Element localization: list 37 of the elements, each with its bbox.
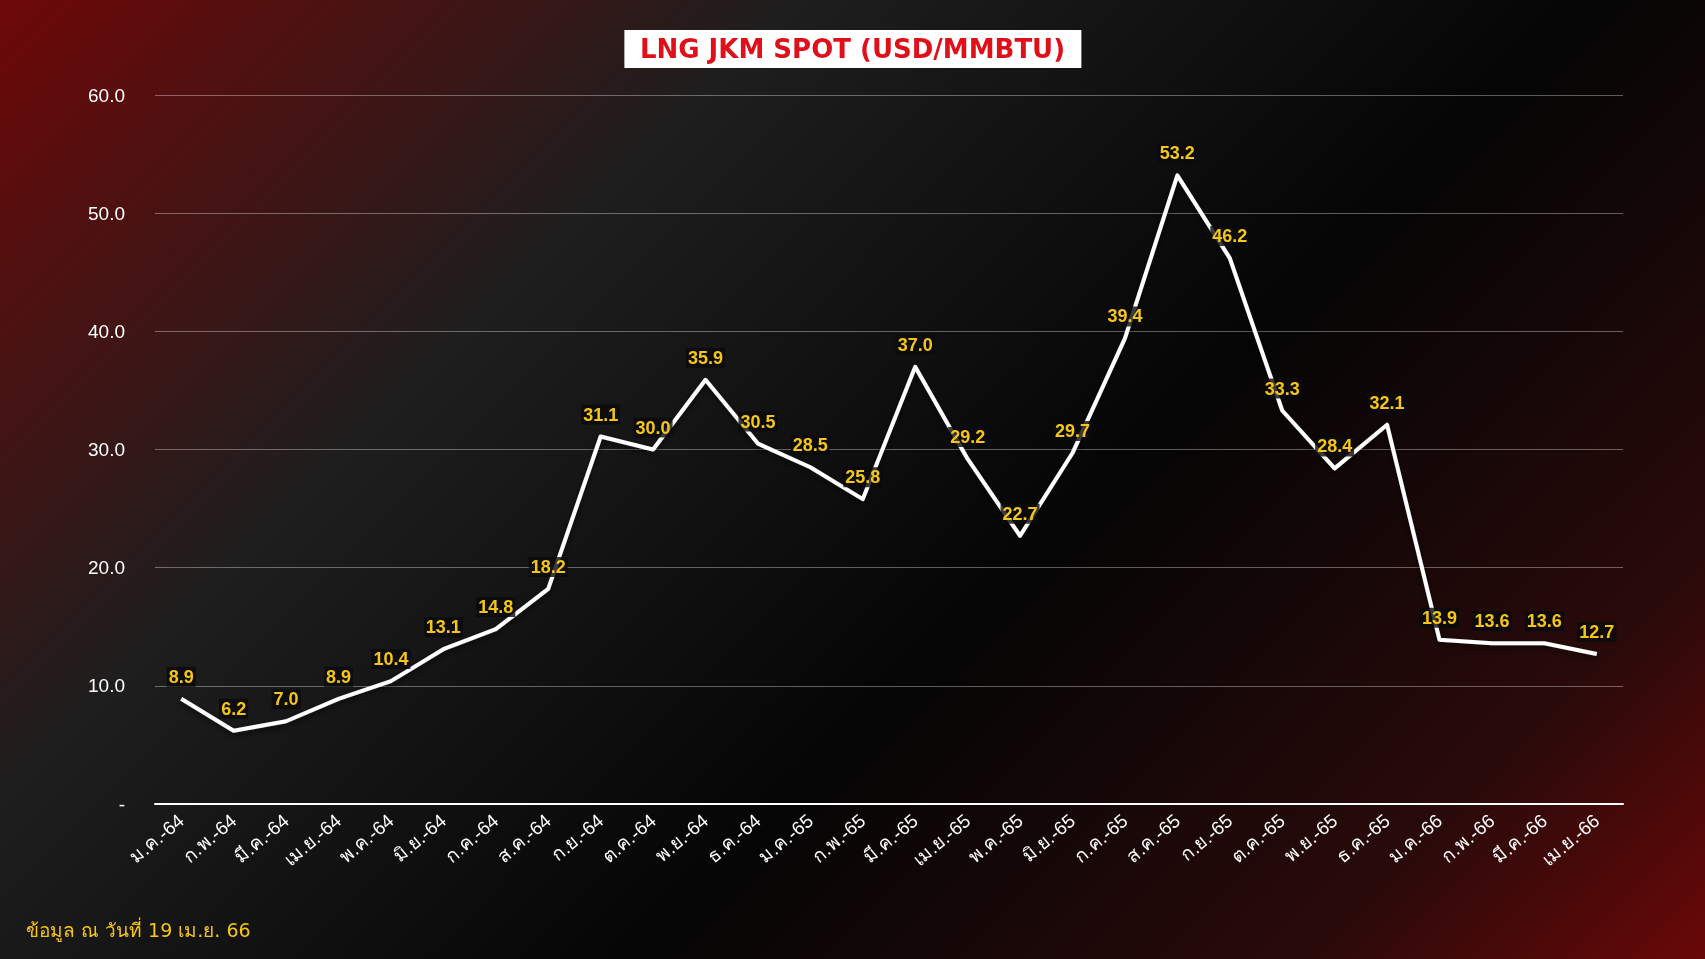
data-label: 6.2: [221, 698, 247, 719]
data-label: 39.4: [1107, 306, 1143, 327]
data-label: 25.8: [845, 467, 881, 488]
data-label: 33.3: [1264, 378, 1300, 399]
y-tick-label: -: [118, 793, 125, 815]
data-label: 37.0: [897, 334, 933, 355]
data-label: 30.0: [635, 417, 671, 438]
data-label: 13.9: [1421, 607, 1458, 628]
data-label: 13.6: [1526, 611, 1562, 632]
data-label: 35.9: [687, 347, 724, 368]
data-label: 29.7: [1054, 421, 1091, 442]
data-label: 12.7: [1579, 621, 1615, 642]
data-label: 32.1: [1369, 392, 1405, 413]
data-label: 31.1: [583, 404, 619, 425]
data-label: 46.2: [1212, 226, 1248, 247]
data-label: 18.2: [530, 556, 566, 577]
data-label: 22.7: [1002, 503, 1038, 524]
y-tick-label: 30.0: [88, 439, 125, 460]
data-label: 30.5: [740, 411, 776, 432]
chart-title: LNG JKM SPOT (USD/MMBTU): [623, 30, 1082, 68]
data-label: 53.2: [1159, 143, 1195, 164]
data-label: 8.9: [325, 666, 352, 687]
data-label: 29.2: [950, 426, 986, 447]
data-label: 8.9: [168, 666, 194, 687]
y-tick-label: 50.0: [88, 202, 125, 224]
data-label: 7.0: [273, 689, 299, 710]
y-tick-label: 40.0: [88, 320, 125, 342]
data-label: 13.1: [425, 617, 461, 638]
data-label: 13.6: [1474, 611, 1510, 632]
y-tick-label: 60.0: [88, 84, 125, 106]
y-tick-label: 10.0: [88, 675, 125, 697]
text: ข้อมูล ณ วันที่ 19 เม.ย. 66: [26, 916, 251, 944]
data-label: 28.4: [1317, 436, 1353, 457]
data-label: 10.4: [373, 649, 409, 670]
data-label: 14.8: [478, 597, 514, 618]
y-tick-label: 20.0: [88, 557, 125, 579]
data-label: 28.5: [792, 435, 828, 456]
